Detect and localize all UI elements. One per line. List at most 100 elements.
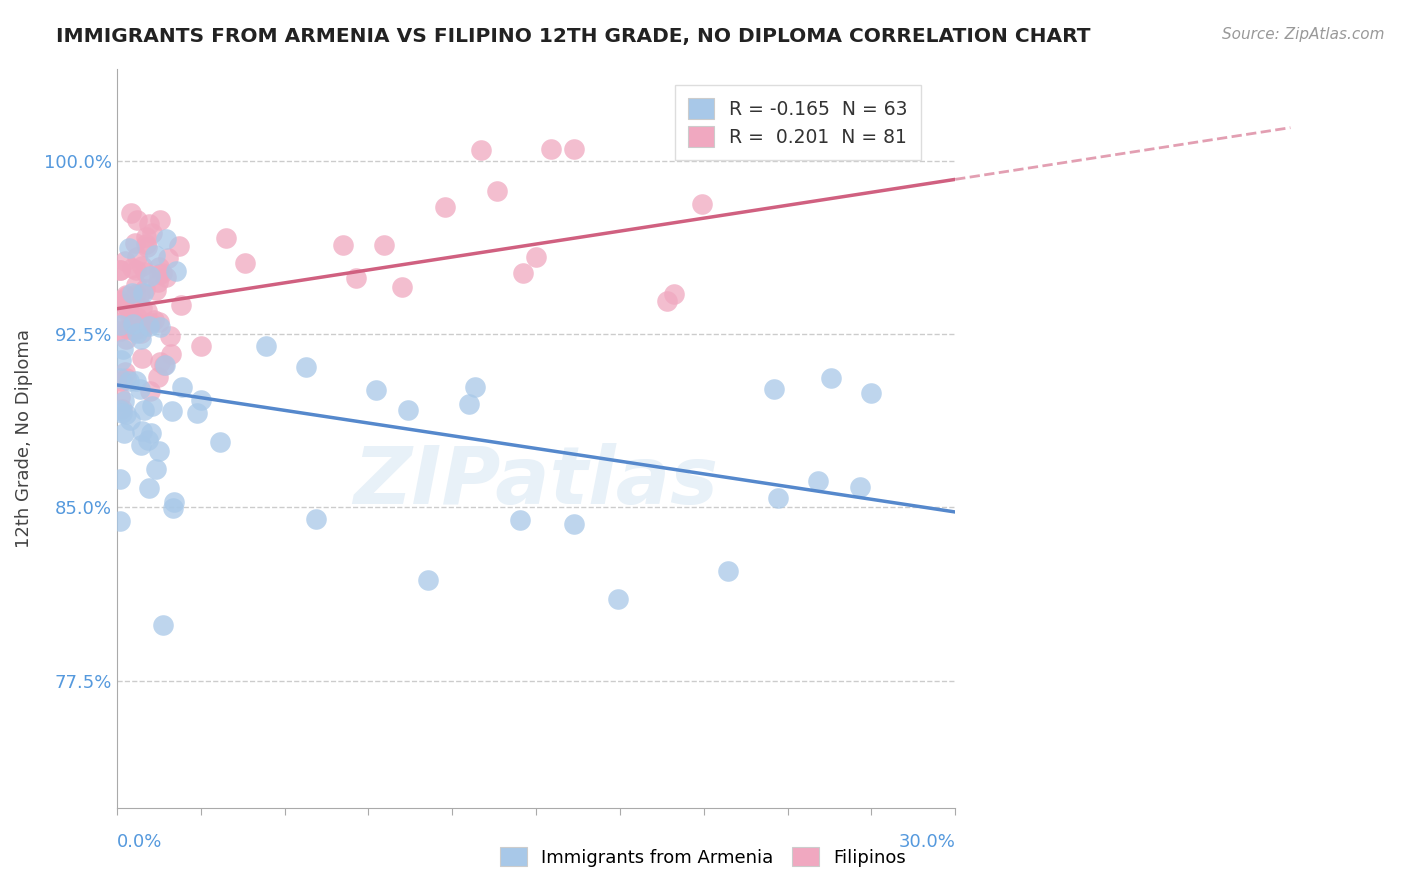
Point <box>148 260 170 274</box>
Point <box>138 481 160 495</box>
Point <box>131 351 153 365</box>
Point <box>295 359 318 374</box>
Point <box>138 217 160 231</box>
Point <box>124 235 146 250</box>
Point <box>125 277 148 292</box>
Point <box>125 287 148 301</box>
Point <box>108 514 131 528</box>
Point <box>108 472 131 486</box>
Point <box>120 310 142 325</box>
Point <box>121 286 143 301</box>
Point <box>114 365 136 379</box>
Point <box>562 516 585 531</box>
Point <box>134 265 156 279</box>
Point <box>172 380 194 394</box>
Point <box>458 396 481 410</box>
Point <box>129 438 152 452</box>
Point <box>366 384 388 398</box>
Point <box>148 444 170 458</box>
Point <box>114 288 136 302</box>
Point <box>215 230 238 244</box>
Point <box>108 390 131 404</box>
Point <box>152 266 174 280</box>
Point <box>117 301 139 316</box>
Point <box>114 297 136 311</box>
Point <box>149 355 172 369</box>
Point <box>766 491 789 505</box>
Point <box>132 285 155 300</box>
Point <box>111 316 134 330</box>
Point <box>148 275 170 289</box>
Point <box>190 339 212 353</box>
Point <box>108 370 131 384</box>
Point <box>163 495 186 509</box>
Point <box>662 287 685 301</box>
Point <box>167 239 190 253</box>
Point <box>145 283 167 297</box>
Point <box>127 213 149 227</box>
Point <box>254 339 277 353</box>
Point <box>464 379 486 393</box>
Point <box>433 200 456 214</box>
Point <box>305 512 328 526</box>
Text: 30.0%: 30.0% <box>898 832 955 850</box>
Point <box>159 328 181 343</box>
Point <box>396 403 419 417</box>
Point <box>108 403 131 417</box>
Point <box>136 303 159 318</box>
Point <box>344 270 367 285</box>
Point <box>540 142 562 156</box>
Point <box>162 501 184 516</box>
Point <box>125 375 148 389</box>
Point <box>117 242 139 256</box>
Legend: Immigrants from Armenia, Filipinos: Immigrants from Armenia, Filipinos <box>492 840 914 874</box>
Point <box>112 342 135 356</box>
Point <box>129 321 152 335</box>
Point <box>807 474 830 488</box>
Point <box>860 386 883 401</box>
Point <box>153 358 176 372</box>
Point <box>155 232 177 246</box>
Text: 0.0%: 0.0% <box>117 832 162 850</box>
Point <box>143 248 166 262</box>
Point <box>139 384 162 398</box>
Point <box>112 394 135 409</box>
Text: Source: ZipAtlas.com: Source: ZipAtlas.com <box>1222 27 1385 42</box>
Point <box>155 269 177 284</box>
Point <box>332 237 354 252</box>
Point <box>110 352 132 367</box>
Point <box>134 282 156 296</box>
Point <box>122 323 145 337</box>
Point <box>132 318 155 333</box>
Point <box>111 301 134 316</box>
Text: IMMIGRANTS FROM ARMENIA VS FILIPINO 12TH GRADE, NO DIPLOMA CORRELATION CHART: IMMIGRANTS FROM ARMENIA VS FILIPINO 12TH… <box>56 27 1091 45</box>
Point <box>160 347 183 361</box>
Point <box>657 293 679 308</box>
Point <box>391 280 413 294</box>
Point <box>149 319 172 334</box>
Point <box>562 142 585 156</box>
Point <box>110 293 132 307</box>
Point <box>143 313 166 327</box>
Point <box>131 259 153 273</box>
Point <box>157 251 180 265</box>
Point <box>160 404 183 418</box>
Point <box>135 237 157 252</box>
Point <box>690 197 713 211</box>
Point <box>114 370 136 384</box>
Point <box>153 359 176 373</box>
Point <box>114 407 136 421</box>
Point <box>108 324 131 338</box>
Point <box>111 374 134 388</box>
Point <box>121 317 143 331</box>
Point <box>139 425 162 440</box>
Point <box>139 269 162 284</box>
Point <box>524 250 547 264</box>
Point <box>165 264 187 278</box>
Point <box>148 315 170 329</box>
Point <box>136 433 159 447</box>
Point <box>170 297 193 311</box>
Point <box>108 318 131 332</box>
Point <box>121 313 143 327</box>
Point <box>117 321 139 335</box>
